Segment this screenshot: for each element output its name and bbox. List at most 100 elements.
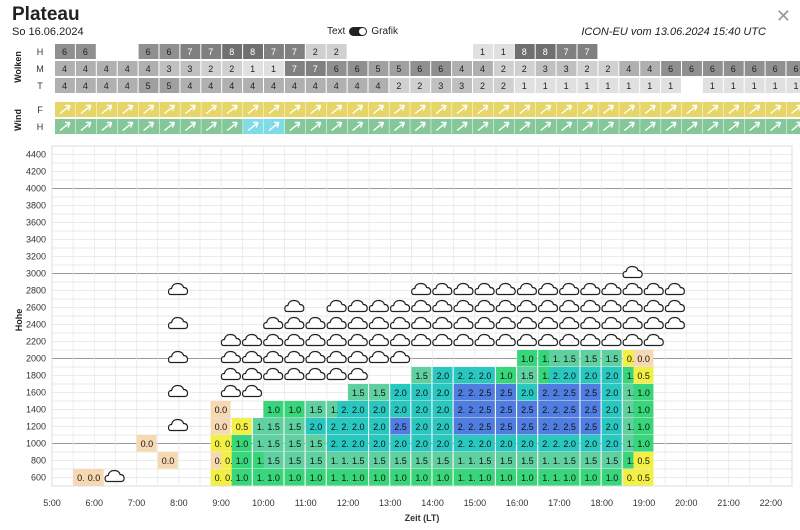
thermal-cell [305, 452, 326, 469]
thermal-value: 0.0 [162, 456, 175, 466]
wind-arrow-icon [644, 121, 656, 132]
cloud-outline [241, 333, 263, 347]
wind-arrow-icon [226, 104, 238, 115]
cloud-outline [601, 282, 622, 296]
cloud-cell [201, 61, 222, 76]
cloud-cell [180, 78, 201, 93]
thermal-value: 2.5 [479, 405, 492, 415]
thermal-cell [601, 384, 622, 401]
thermal-cell [474, 384, 495, 401]
cumulus-cloud-icon [263, 316, 284, 330]
thermal-value: 1.0 [542, 371, 555, 381]
thermal-value: 2.0 [437, 388, 450, 398]
thermal-value: 0.0 [88, 473, 101, 483]
wind-arrow-icon [310, 104, 322, 115]
cumulus-cloud-icon [241, 367, 263, 381]
thermal-value: 1.0 [394, 473, 407, 483]
cloud-cell [75, 61, 96, 76]
thermal-value: 1.0 [637, 388, 650, 398]
thermal-value: 1.0 [637, 422, 650, 432]
thermal-cell [369, 452, 390, 469]
cloud-outline [601, 299, 622, 313]
cumulus-cloud-icon [368, 316, 389, 330]
thermal-value: 1.5 [458, 456, 471, 466]
cloud-cell [243, 78, 263, 93]
cloud-outline [263, 350, 284, 364]
wind-arrow-icon [331, 104, 343, 115]
cloud-value: 4 [459, 64, 464, 74]
wind-arrow-icon [289, 121, 301, 132]
cumulus-cloud-icon [167, 384, 189, 398]
thermal-value: 1.0 [606, 473, 619, 483]
thermal-value: 2.0 [563, 371, 576, 381]
wind-arrow-icon [728, 121, 740, 132]
thermal-value: 2.0 [437, 422, 450, 432]
cloud-outline [241, 350, 263, 364]
cloud-outline [622, 299, 643, 313]
cloud-cell [55, 61, 75, 76]
cloud-value: 6 [62, 47, 67, 57]
y-tick-label: 600 [31, 473, 46, 483]
cloud-outline [664, 316, 685, 330]
cloud-cell [138, 61, 159, 76]
thermal-value: 1.5 [585, 354, 598, 364]
toggle-grafik-label: Grafik [371, 26, 399, 37]
cloud-cell [347, 78, 368, 93]
thermal-value: 1.0 [521, 473, 534, 483]
view-toggle[interactable]: Text Grafik [327, 26, 398, 37]
cloud-value: 4 [647, 64, 652, 74]
cloud-outline [347, 367, 368, 381]
thermal-value: 2.5 [563, 422, 576, 432]
thermal-value: 1.5 [553, 456, 566, 466]
cloud-outline [516, 333, 537, 347]
cumulus-cloud-icon [580, 282, 601, 296]
cumulus-cloud-icon [305, 350, 326, 364]
cloud-value: 1 [710, 81, 715, 91]
cumulus-cloud-icon [537, 299, 559, 313]
thermal-cell [411, 435, 432, 452]
thermal-value: 1.5 [310, 405, 323, 415]
thermal-cell [432, 469, 453, 486]
thermal-value: 2.5 [542, 422, 555, 432]
cumulus-cloud-icon [453, 316, 474, 330]
cloud-cell [577, 78, 598, 93]
thermal-value: 2.0 [352, 405, 365, 415]
cloud-outline [167, 316, 189, 330]
cloud-value: 6 [417, 64, 422, 74]
thermal-value: 0.5 [225, 456, 238, 466]
cloud-cell [577, 61, 598, 76]
wind-arrow-icon [498, 121, 510, 132]
cloud-cell [682, 44, 702, 59]
cloud-cell [744, 61, 765, 76]
thermal-value: 1.0 [563, 473, 576, 483]
cloud-outline [263, 316, 284, 330]
thermal-value: 0.0 [215, 456, 228, 466]
cumulus-cloud-icon [664, 316, 685, 330]
thermal-value: 1.0 [310, 473, 323, 483]
cumulus-cloud-icon [537, 282, 559, 296]
thermal-value: 1.0 [479, 473, 492, 483]
thermal-cell [633, 452, 654, 469]
y-tick-label: 1400 [26, 405, 46, 415]
wind-arrow-icon [561, 121, 573, 132]
thermal-value: 2.0 [437, 371, 450, 381]
cloud-outline [284, 316, 305, 330]
x-tick-label: 17:00 [548, 498, 571, 508]
thermal-value: 1.0 [289, 405, 302, 415]
thermal-cell [210, 418, 231, 435]
cloud-cell [431, 61, 452, 76]
cloud-cell [535, 44, 556, 59]
close-icon[interactable]: ✕ [775, 6, 791, 26]
y-tick-label: 2200 [26, 337, 46, 347]
cloud-cell [661, 61, 681, 76]
thermal-cell [633, 435, 654, 452]
thermal-value: 1.5 [627, 405, 640, 415]
cloud-cell [389, 61, 410, 76]
cumulus-cloud-icon [241, 384, 263, 398]
cloud-outline [664, 299, 685, 313]
thermal-value: 2.5 [479, 388, 492, 398]
thermal-value: 2.0 [458, 371, 471, 381]
toggle-switch[interactable] [349, 27, 368, 36]
cloud-cell [117, 78, 138, 93]
thermal-value: 2.5 [468, 388, 481, 398]
